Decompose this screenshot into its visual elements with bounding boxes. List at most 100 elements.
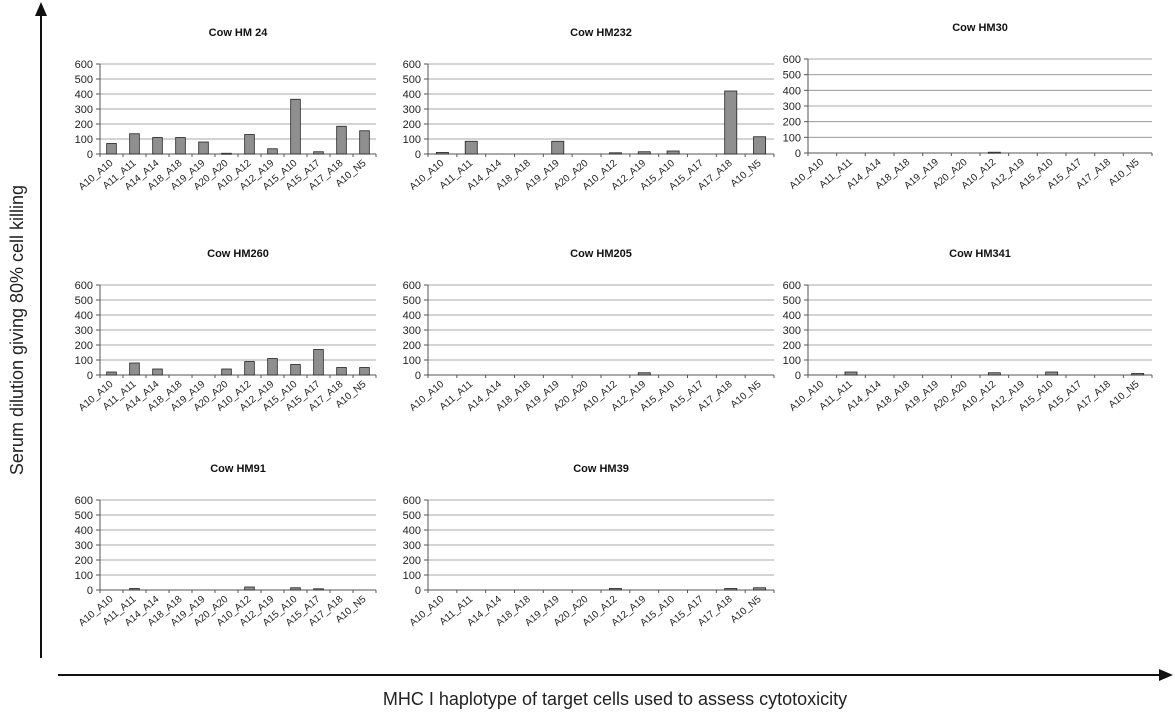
chart-panel: Cow HM2600100200300400500600A10_A10A11_A… (75, 248, 377, 414)
bar (129, 362, 140, 376)
x-tick-label: A10_N5 (729, 158, 764, 190)
bar (435, 152, 449, 155)
panel-title: Cow HM 24 (209, 27, 269, 39)
chart-panel: Cow HM3410100200300400500600A10_A10A11_A… (783, 248, 1153, 414)
bar (106, 371, 117, 376)
y-tick-label: 400 (75, 525, 93, 537)
bar (1045, 371, 1059, 376)
bar (313, 151, 324, 155)
y-tick-label: 300 (75, 325, 93, 337)
y-tick-label: 500 (403, 74, 421, 86)
bar (724, 588, 738, 591)
y-tick-label: 300 (403, 325, 421, 337)
panel-title: Cow HM91 (210, 463, 266, 475)
y-tick-label: 300 (403, 104, 421, 116)
y-tick-label: 500 (75, 510, 93, 522)
y-tick-label: 200 (75, 119, 93, 131)
bar (464, 140, 478, 155)
x-tick-label: A10_N5 (1107, 379, 1142, 411)
bar (844, 371, 858, 376)
y-tick-label: 400 (75, 89, 93, 101)
x-axis-arrow-head (1159, 669, 1173, 681)
bar (106, 143, 117, 155)
y-tick-label: 200 (783, 340, 801, 352)
y-tick-label: 600 (403, 59, 421, 71)
y-tick-label: 500 (403, 295, 421, 307)
panel-title: Cow HM232 (570, 27, 632, 39)
bar (336, 367, 347, 376)
y-tick-label: 300 (75, 104, 93, 116)
y-tick-label: 0 (87, 370, 93, 382)
y-tick-label: 100 (403, 570, 421, 582)
y-tick-label: 300 (403, 540, 421, 552)
y-tick-label: 300 (783, 325, 801, 337)
y-tick-label: 100 (783, 355, 801, 367)
bar (608, 152, 622, 155)
chart-panel: Cow HM300100200300400500600A10_A10A11_A1… (783, 22, 1153, 192)
bar (129, 133, 140, 155)
y-tick-label: 400 (403, 525, 421, 537)
y-axis-arrow-head (35, 2, 47, 16)
y-tick-label: 0 (415, 370, 421, 382)
bar (666, 150, 680, 155)
y-tick-label: 500 (783, 295, 801, 307)
bar (152, 137, 163, 155)
x-tick-label: A10_N5 (729, 379, 764, 411)
y-tick-label: 500 (783, 70, 801, 82)
bar (724, 90, 738, 155)
bar (290, 98, 301, 155)
panel-title: Cow HM39 (573, 463, 629, 475)
bar (359, 367, 370, 376)
bar (1131, 373, 1145, 376)
y-tick-label: 100 (75, 355, 93, 367)
bar (608, 588, 622, 591)
x-tick-label: A10_N5 (729, 594, 764, 626)
bar (637, 372, 651, 376)
bar (267, 148, 278, 155)
y-tick-label: 200 (403, 555, 421, 567)
bar (753, 587, 767, 591)
y-tick-label: 500 (403, 510, 421, 522)
bar (152, 368, 163, 376)
chart-panel: Cow HM910100200300400500600A10_A10A11_A1… (75, 463, 377, 629)
bar (290, 587, 301, 591)
panel-title: Cow HM341 (949, 248, 1011, 260)
bar (359, 130, 370, 155)
y-tick-label: 300 (783, 101, 801, 113)
y-tick-label: 400 (403, 310, 421, 322)
y-tick-label: 500 (75, 295, 93, 307)
bar (244, 586, 255, 591)
y-tick-label: 600 (75, 280, 93, 292)
panel-title: Cow HM205 (570, 248, 632, 260)
bar (175, 137, 186, 155)
chart-panel: Cow HM390100200300400500600A10_A10A11_A1… (403, 463, 775, 629)
chart-panels: Cow HM 240100200300400500600A10_A10A11_A… (75, 22, 1153, 629)
bar (637, 151, 651, 155)
chart-panel: Cow HM 240100200300400500600A10_A10A11_A… (75, 27, 377, 193)
bar (987, 151, 1001, 154)
y-tick-label: 200 (403, 340, 421, 352)
y-tick-label: 600 (783, 54, 801, 66)
x-axis-label: MHC I haplotype of target cells used to … (383, 689, 847, 709)
bar (244, 134, 255, 155)
bar (551, 140, 565, 155)
bar (198, 141, 209, 155)
bar (267, 358, 278, 376)
bar (753, 136, 767, 155)
y-tick-label: 0 (415, 149, 421, 161)
y-tick-label: 400 (75, 310, 93, 322)
x-tick-label: A10_N5 (1107, 157, 1142, 189)
y-tick-label: 400 (783, 85, 801, 97)
y-tick-label: 100 (403, 134, 421, 146)
y-tick-label: 300 (75, 540, 93, 552)
panel-title: Cow HM30 (952, 22, 1008, 34)
bar (129, 588, 140, 591)
y-tick-label: 200 (403, 119, 421, 131)
y-tick-label: 100 (75, 134, 93, 146)
y-tick-label: 200 (75, 555, 93, 567)
y-tick-label: 200 (75, 340, 93, 352)
y-tick-label: 600 (75, 495, 93, 507)
bar (244, 361, 255, 376)
y-tick-label: 100 (783, 132, 801, 144)
